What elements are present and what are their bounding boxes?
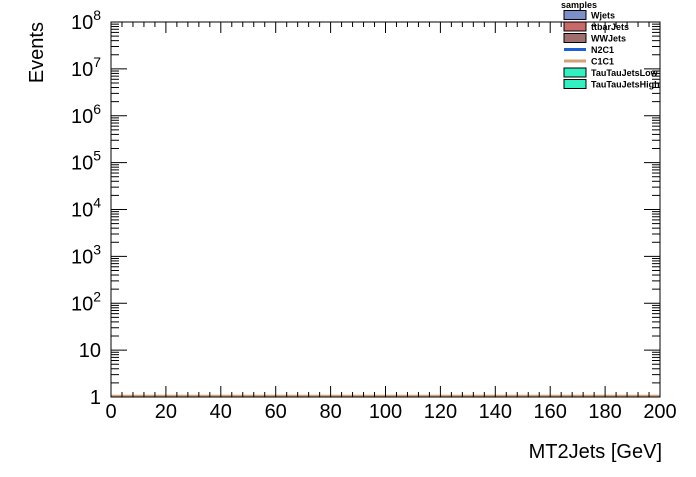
y-tick-label: 104 [71, 195, 101, 222]
y-tick-label: 102 [71, 288, 101, 315]
legend-marker-WWJets [563, 33, 587, 43]
x-tick-label: 140 [479, 401, 512, 423]
legend-label-C1C1: C1C1 [591, 57, 614, 67]
y-tick-label: 10 [79, 340, 101, 362]
y-axis-label: Events [26, 22, 48, 83]
x-tick-label: 160 [534, 401, 567, 423]
legend-label-WWJets: WWJets [591, 34, 626, 44]
x-tick-label: 0 [105, 401, 116, 423]
legend-marker-Wjets [563, 10, 587, 20]
legend-title: samples [561, 0, 597, 10]
legend-marker-ttbarJets [563, 21, 587, 32]
y-tick-label: 106 [71, 101, 101, 128]
x-tick-label: 60 [265, 401, 287, 423]
y-tick-label: 105 [71, 148, 101, 175]
legend-marker-TauTauJetsHigh [563, 79, 587, 89]
legend-label-Wjets: Wjets [591, 11, 615, 21]
x-tick-label: 100 [369, 401, 402, 423]
x-tick-label: 20 [155, 401, 177, 423]
legend-label-TauTauJetsHigh: TauTauJetsHigh [591, 80, 660, 90]
legend-marker-TauTauJetsLow [563, 67, 587, 78]
legend-label-N2C1: N2C1 [591, 45, 614, 55]
legend: samples WjetsttbarJetsWWJetsN2C1C1C1TauT… [561, 0, 660, 90]
x-tick-label: 80 [319, 401, 341, 423]
y-tick-label: 107 [71, 54, 101, 81]
x-tick-label: 120 [424, 401, 457, 423]
x-tick-label: 200 [643, 401, 676, 423]
x-tick-label: 180 [588, 401, 621, 423]
y-tick-label: 108 [71, 7, 101, 34]
x-tick-label: 40 [210, 401, 232, 423]
legend-label-ttbarJets: ttbarJets [591, 22, 629, 32]
y-tick-label: 103 [71, 241, 101, 268]
y-tick-label: 1 [90, 387, 101, 409]
legend-label-TauTauJetsLow: TauTauJetsLow [591, 68, 659, 78]
x-axis-label: MT2Jets [GeV] [529, 441, 662, 463]
tick-layer: 0 20 40 60 80 100 120 140 160 180 200 1 10 102 103 104 1… [71, 7, 677, 423]
